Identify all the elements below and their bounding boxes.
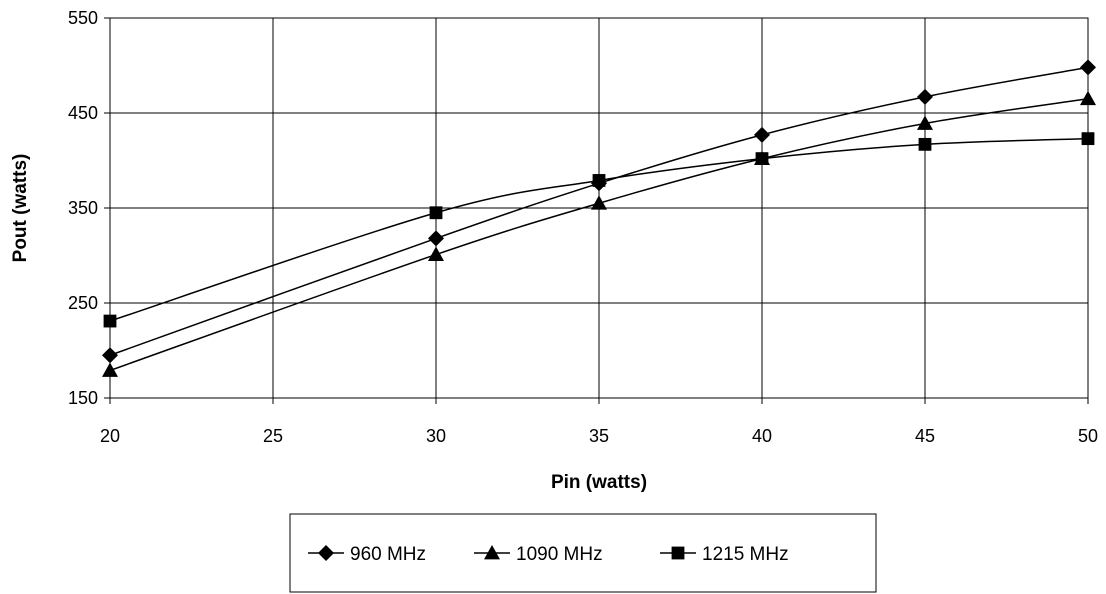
data-point-960-mhz: [754, 126, 770, 143]
data-point-1215-mhz: [592, 174, 606, 187]
x-tick-label: 30: [426, 426, 446, 446]
data-point-960-mhz: [102, 347, 118, 364]
data-point-1215-mhz: [755, 152, 769, 165]
legend-box: [289, 513, 877, 593]
data-point-1090-mhz: [428, 246, 444, 261]
x-tick-label: 45: [915, 426, 935, 446]
y-tick-label: 250: [68, 293, 98, 313]
legend-label-1215-mhz: 1215 MHz: [702, 544, 789, 565]
data-point-1090-mhz: [591, 195, 607, 210]
series-line-1215-mhz: [109, 137, 1089, 322]
legend-marker-960-mhz: [318, 545, 334, 561]
data-point-1215-mhz: [429, 206, 443, 220]
y-axis-title: Pout (watts): [10, 154, 31, 263]
x-axis-title: Pin (watts): [551, 472, 647, 493]
data-point-1090-mhz: [102, 362, 118, 377]
x-tick-label: 40: [752, 426, 772, 446]
data-point-1215-mhz: [103, 314, 117, 328]
data-point-1215-mhz: [1081, 132, 1095, 146]
data-point-960-mhz: [428, 230, 444, 247]
y-tick-label: 150: [68, 388, 98, 408]
data-point-1090-mhz: [917, 115, 933, 130]
axis-ticks: 20 25 30 35 40 45 50 150 250 350 450 550: [68, 8, 1098, 446]
legend-label-1090-mhz: 1090 MHz: [516, 544, 603, 565]
series-markers: [102, 59, 1096, 377]
y-tick-label: 350: [68, 198, 98, 218]
y-tick-label: 550: [68, 8, 98, 28]
data-point-1215-mhz: [918, 137, 932, 151]
legend-label-960-mhz: 960 MHz: [350, 544, 426, 565]
legend: 960 MHz 1090 MHz 1215 MHz: [289, 513, 877, 593]
x-tick-label: 20: [100, 426, 120, 446]
data-point-1090-mhz: [1080, 90, 1096, 106]
data-point-960-mhz: [1080, 59, 1096, 76]
legend-marker-1215-mhz: [671, 546, 685, 560]
x-tick-label: 50: [1078, 426, 1098, 446]
data-point-960-mhz: [917, 88, 933, 105]
x-tick-label: 35: [589, 426, 609, 446]
x-tick-label: 25: [263, 426, 283, 446]
legend-marker-1090-mhz: [484, 545, 500, 560]
y-tick-label: 450: [68, 103, 98, 123]
